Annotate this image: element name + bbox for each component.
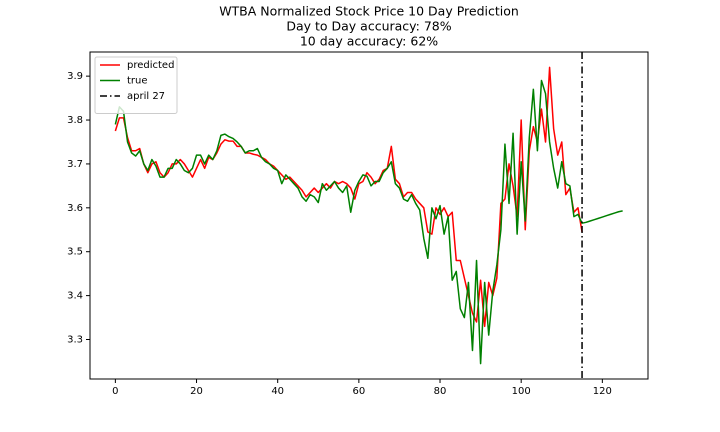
y-tick-label: 3.6 (67, 203, 83, 214)
plot-area (89, 51, 649, 380)
chart-subtitle: Day to Day accuracy: 78% (286, 19, 451, 34)
y-tick-label: 3.7 (67, 159, 83, 170)
x-tick-label: 0 (112, 386, 118, 397)
legend-box (94, 56, 178, 114)
y-tick-label: 3.9 (67, 71, 83, 82)
chart-subtitle: 10 day accuracy: 62% (300, 34, 438, 49)
legend-label: true (127, 76, 148, 87)
legend-label: predicted (127, 60, 174, 71)
x-tick-label: 100 (512, 386, 531, 397)
legend-label: april 27 (127, 91, 165, 102)
x-tick-label: 120 (593, 386, 612, 397)
x-tick-label: 80 (434, 386, 447, 397)
y-tick-label: 3.3 (67, 334, 83, 345)
y-tick-label: 3.5 (67, 247, 83, 258)
y-tick-label: 3.4 (67, 291, 83, 302)
x-tick-label: 20 (190, 386, 203, 397)
y-tick-label: 3.8 (67, 115, 83, 126)
x-tick-label: 40 (271, 386, 284, 397)
line-series (114, 79, 623, 365)
x-tick-label: 60 (352, 386, 365, 397)
chart-title: WTBA Normalized Stock Price 10 Day Predi… (219, 4, 519, 19)
line-series (114, 66, 583, 328)
